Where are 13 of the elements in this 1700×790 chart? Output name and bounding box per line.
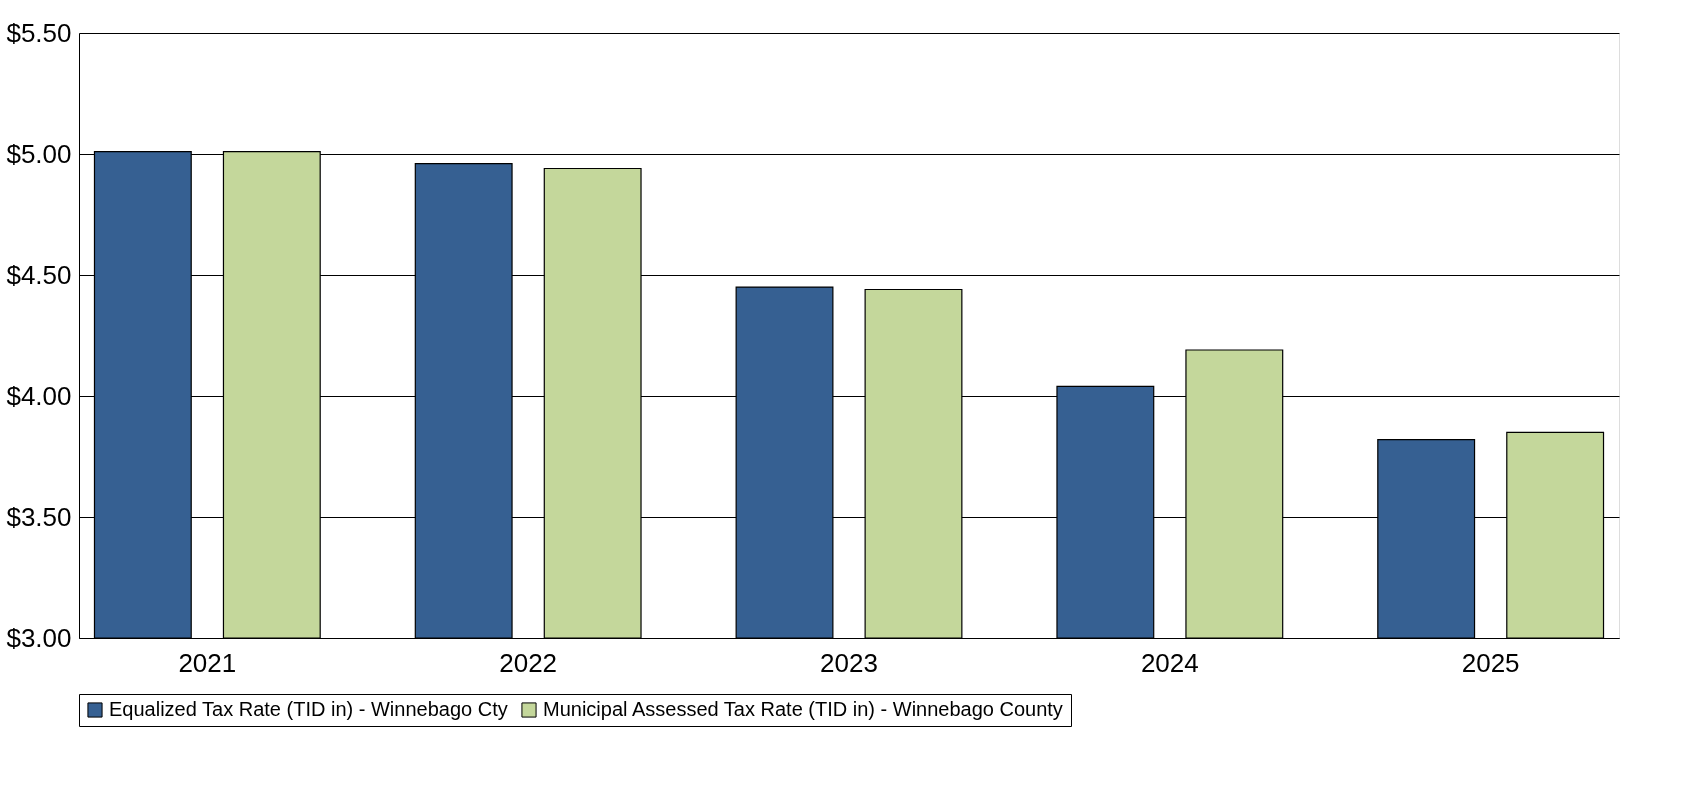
y-tick-label: $4.50 bbox=[6, 259, 72, 290]
x-tick-label: 2022 bbox=[499, 647, 558, 678]
x-tick-label: 2024 bbox=[1140, 647, 1199, 678]
y-tick-label: $3.50 bbox=[6, 501, 72, 532]
x-tick-label: 2023 bbox=[820, 647, 878, 678]
y-tick-label: $5.50 bbox=[6, 17, 72, 48]
y-tick-label: $4.00 bbox=[6, 380, 72, 411]
legend-label: Equalized Tax Rate (TID in) - Winnebago Cty bbox=[109, 698, 508, 720]
x-tick-label: 2025 bbox=[1461, 647, 1520, 678]
y-tick-label: $5.00 bbox=[6, 138, 72, 169]
legend-label: Municipal Assessed Tax Rate (TID in) - Winnebago County bbox=[543, 698, 1063, 720]
x-tick-label: 2021 bbox=[178, 647, 237, 678]
y-tick-label: $3.00 bbox=[6, 622, 72, 653]
